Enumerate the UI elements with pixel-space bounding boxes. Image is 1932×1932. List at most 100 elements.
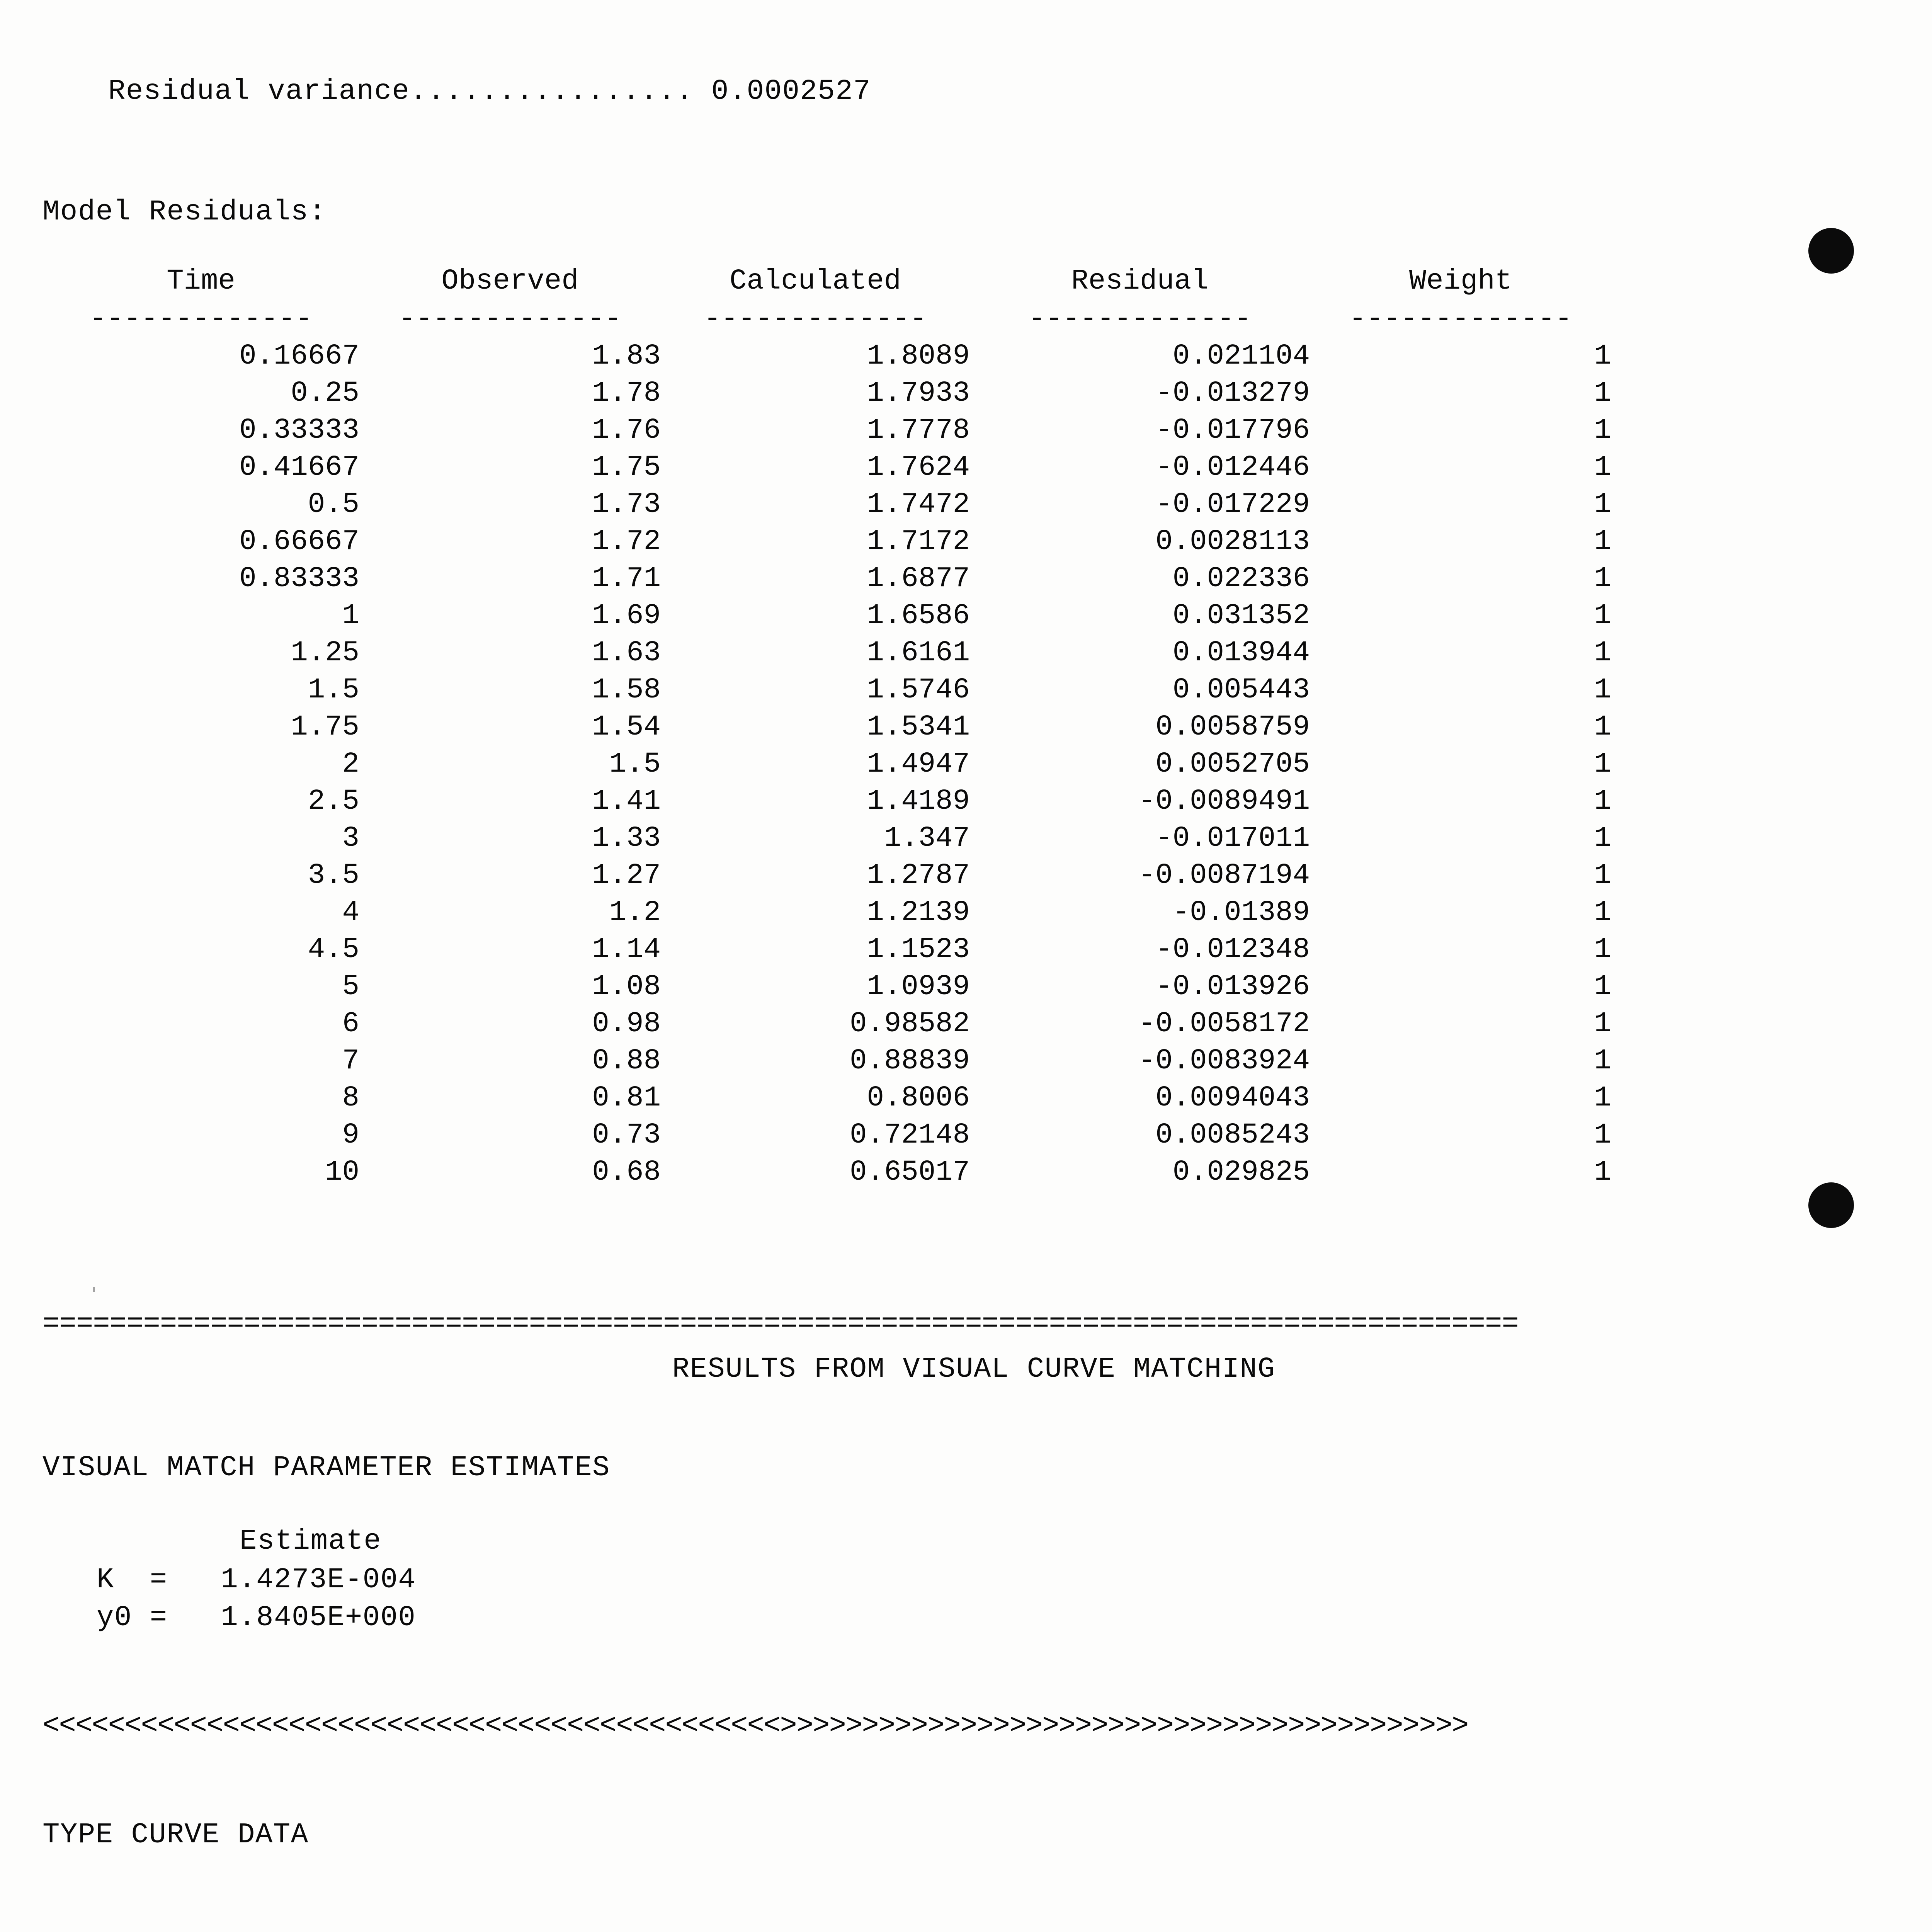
table-row: 0.5 1.73 1.7472 -0.017229 1 bbox=[43, 486, 1611, 523]
cell-observed: 1.58 bbox=[592, 674, 661, 706]
cell-weight: 1 bbox=[1594, 971, 1611, 1003]
cell-time: 1.75 bbox=[291, 711, 359, 743]
cell-observed: 0.88 bbox=[592, 1045, 661, 1077]
column-header-weight: Weight bbox=[1409, 265, 1512, 298]
cell-calculated: 1.6877 bbox=[867, 563, 970, 595]
cell-observed: 1.33 bbox=[592, 822, 661, 855]
cell-time: 0.33333 bbox=[239, 414, 359, 447]
cell-weight: 1 bbox=[1594, 1008, 1611, 1040]
cell-time: 4.5 bbox=[308, 934, 359, 966]
cell-weight: 1 bbox=[1594, 563, 1611, 595]
cell-observed: 1.27 bbox=[592, 859, 661, 892]
cell-time: 5 bbox=[342, 971, 359, 1003]
column-rule-observed: ------------- bbox=[398, 303, 622, 335]
cell-observed: 1.75 bbox=[592, 451, 661, 484]
cell-weight: 1 bbox=[1594, 340, 1611, 372]
cell-residual: 0.0052705 bbox=[1155, 748, 1310, 781]
table-row: 0.66667 1.72 1.7172 0.0028113 1 bbox=[43, 523, 1611, 560]
table-header-row: Time Observed Calculated Residual Weight bbox=[43, 263, 1611, 301]
column-header-residual: Residual bbox=[1071, 265, 1209, 298]
table-row: 4 1.2 1.2139 -0.01389 1 bbox=[43, 894, 1611, 931]
column-header-time: Time bbox=[167, 265, 235, 298]
table-row: 1 1.69 1.6586 0.031352 1 bbox=[43, 597, 1611, 634]
column-rule-time: ------------- bbox=[89, 303, 313, 335]
visual-match-parameter-estimates-heading: VISUAL MATCH PARAMETER ESTIMATES bbox=[43, 1452, 611, 1484]
cell-weight: 1 bbox=[1594, 1156, 1611, 1189]
cell-calculated: 0.65017 bbox=[850, 1156, 970, 1189]
cell-residual: -0.0058172 bbox=[1138, 1008, 1310, 1040]
equals-separator-rule: ========================================… bbox=[43, 1308, 1519, 1340]
cell-time: 2 bbox=[342, 748, 359, 781]
cell-time: 1 bbox=[342, 600, 359, 632]
table-row: 1.5 1.58 1.5746 0.005443 1 bbox=[43, 672, 1611, 709]
cell-time: 10 bbox=[325, 1156, 359, 1189]
cell-residual: -0.0089491 bbox=[1138, 785, 1310, 818]
cell-observed: 0.98 bbox=[592, 1008, 661, 1040]
table-row: 1.75 1.54 1.5341 0.0058759 1 bbox=[43, 709, 1611, 746]
cell-observed: 0.68 bbox=[592, 1156, 661, 1189]
cell-observed: 1.41 bbox=[592, 785, 661, 818]
cell-calculated: 1.0939 bbox=[867, 971, 970, 1003]
table-row: 0.83333 1.71 1.6877 0.022336 1 bbox=[43, 560, 1611, 597]
cell-calculated: 1.8089 bbox=[867, 340, 970, 372]
cell-observed: 1.2 bbox=[609, 896, 661, 929]
table-row: 3 1.33 1.347 -0.017011 1 bbox=[43, 820, 1611, 857]
cell-weight: 1 bbox=[1594, 934, 1611, 966]
cell-residual: 0.0085243 bbox=[1155, 1119, 1310, 1151]
cell-time: 8 bbox=[342, 1082, 359, 1114]
cell-residual: -0.0087194 bbox=[1138, 859, 1310, 892]
table-row: 6 0.98 0.98582 -0.0058172 1 bbox=[43, 1005, 1611, 1043]
cell-weight: 1 bbox=[1594, 822, 1611, 855]
type-curve-k-value: K = 1.42726E-004 bbox=[108, 1928, 410, 1932]
cell-time: 0.25 bbox=[291, 377, 359, 410]
cell-weight: 1 bbox=[1594, 637, 1611, 669]
cell-residual: 0.031352 bbox=[1172, 600, 1310, 632]
cell-weight: 1 bbox=[1594, 600, 1611, 632]
cell-residual: -0.01389 bbox=[1172, 896, 1310, 929]
cell-weight: 1 bbox=[1594, 748, 1611, 781]
cell-observed: 1.71 bbox=[592, 563, 661, 595]
cell-time: 9 bbox=[342, 1119, 359, 1151]
cell-weight: 1 bbox=[1594, 1045, 1611, 1077]
visual-match-k-estimate: K = 1.4273E-004 bbox=[97, 1564, 416, 1596]
cell-residual: 0.013944 bbox=[1172, 637, 1310, 669]
table-row: 0.41667 1.75 1.7624 -0.012446 1 bbox=[43, 449, 1611, 486]
cell-residual: 0.005443 bbox=[1172, 674, 1310, 706]
table-row: 0.33333 1.76 1.7778 -0.017796 1 bbox=[43, 412, 1611, 449]
cell-weight: 1 bbox=[1594, 859, 1611, 892]
cell-weight: 1 bbox=[1594, 526, 1611, 558]
table-row: 0.16667 1.83 1.8089 0.021104 1 bbox=[43, 338, 1611, 375]
cell-time: 2.5 bbox=[308, 785, 359, 818]
cell-time: 6 bbox=[342, 1008, 359, 1040]
cell-calculated: 0.8006 bbox=[867, 1082, 970, 1114]
cell-calculated: 1.7172 bbox=[867, 526, 970, 558]
cell-weight: 1 bbox=[1594, 674, 1611, 706]
cell-residual: -0.013926 bbox=[1155, 971, 1310, 1003]
cell-observed: 1.73 bbox=[592, 488, 661, 521]
cell-observed: 1.76 bbox=[592, 414, 661, 447]
cell-observed: 1.63 bbox=[592, 637, 661, 669]
cell-observed: 1.5 bbox=[609, 748, 661, 781]
cell-time: 0.66667 bbox=[239, 526, 359, 558]
cell-residual: 0.0028113 bbox=[1155, 526, 1310, 558]
table-row: 2 1.5 1.4947 0.0052705 1 bbox=[43, 746, 1611, 783]
cell-weight: 1 bbox=[1594, 896, 1611, 929]
arrow-separator-rule: <<<<<<<<<<<<<<<<<<<<<<<<<<<<<<<<<<<<<<<<… bbox=[43, 1710, 1469, 1742]
model-residuals-table: Time Observed Calculated Residual Weight… bbox=[43, 263, 1611, 1191]
cell-time: 3 bbox=[342, 822, 359, 855]
residual-variance-line: Residual variance................ 0.0002… bbox=[108, 75, 871, 108]
cell-residual: 0.022336 bbox=[1172, 563, 1310, 595]
cell-residual: -0.017011 bbox=[1155, 822, 1310, 855]
model-residuals-table-body: 0.16667 1.83 1.8089 0.021104 1 0.25 1.78 1.7933… bbox=[43, 338, 1611, 1191]
column-header-observed: Observed bbox=[441, 265, 579, 298]
cell-calculated: 1.4189 bbox=[867, 785, 970, 818]
cell-weight: 1 bbox=[1594, 414, 1611, 447]
cell-residual: 0.0058759 bbox=[1155, 711, 1310, 743]
cell-weight: 1 bbox=[1594, 451, 1611, 484]
cell-time: 4 bbox=[342, 896, 359, 929]
cell-observed: 1.69 bbox=[592, 600, 661, 632]
cell-residual: 0.021104 bbox=[1172, 340, 1310, 372]
cell-calculated: 1.6161 bbox=[867, 637, 970, 669]
column-header-calculated: Calculated bbox=[729, 265, 901, 298]
